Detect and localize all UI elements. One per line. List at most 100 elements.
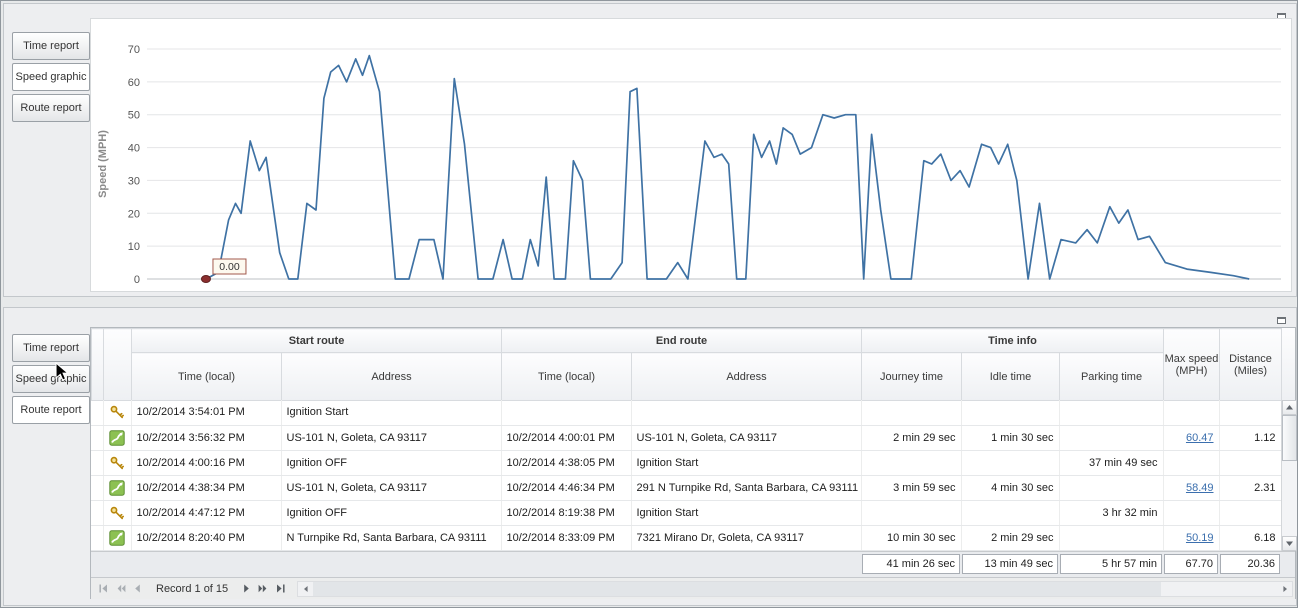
max-speed-cell: 50.19 — [1163, 525, 1220, 551]
max-speed-cell: 58.49 — [1163, 475, 1220, 501]
column-header-max-speed[interactable]: Max speed (MPH) — [1163, 328, 1221, 401]
end-address-cell: Ignition Start — [631, 500, 862, 526]
column-header-parking-time[interactable]: Parking time — [1058, 352, 1165, 401]
tab-speed-graphic-top[interactable]: Speed graphic — [12, 63, 90, 91]
table-body: 10/2/2014 3:54:01 PM Ignition Start 10/2/2… — [91, 400, 1295, 551]
tab-route-report-bottom[interactable]: Route report — [12, 396, 90, 424]
end-time-cell: 10/2/2014 4:38:05 PM — [501, 450, 632, 476]
nav-last-button[interactable] — [272, 581, 289, 597]
route-report-table: Start route End route Time info Max spee… — [90, 327, 1297, 599]
route-icon — [109, 529, 125, 546]
table-row[interactable]: 10/2/2014 4:38:34 PM US-101 N, Goleta, CA… — [91, 475, 1282, 501]
table-row[interactable]: 10/2/2014 8:20:40 PM N Turnpike Rd, Santa… — [91, 525, 1282, 551]
distance-cell: 6.18 — [1219, 525, 1282, 551]
row-indicator — [91, 400, 104, 426]
max-speed-cell: 60.47 — [1163, 425, 1220, 451]
max-speed-header-line2: (MPH) — [1175, 364, 1208, 377]
y-tick-label: 20 — [128, 208, 140, 220]
icon-column-header — [103, 328, 132, 401]
row-indicator — [91, 475, 104, 501]
distance-cell: 1.12 — [1219, 425, 1282, 451]
group-header-time-info[interactable]: Time info — [860, 328, 1165, 353]
tab-time-report-bottom[interactable]: Time report — [12, 334, 90, 362]
column-header-start-time[interactable]: Time (local) — [131, 352, 282, 401]
journey-time-cell — [861, 400, 962, 426]
start-address-cell: Ignition OFF — [281, 450, 502, 476]
parking-time-cell — [1059, 425, 1164, 451]
table-row[interactable]: 10/2/2014 4:00:16 PM Ignition OFF 10/2/201… — [91, 450, 1282, 476]
ignition-key-icon — [110, 406, 124, 419]
start-address-cell: US-101 N, Goleta, CA 93117 — [281, 475, 502, 501]
horizontal-scrollbar[interactable] — [297, 580, 1293, 597]
tab-speed-graphic-bottom[interactable]: Speed graphic — [12, 365, 90, 393]
y-tick-label: 0 — [134, 274, 140, 286]
vscroll-down-arrow[interactable] — [1282, 536, 1297, 551]
vertical-scrollbar[interactable] — [1281, 400, 1297, 551]
end-time-cell — [501, 400, 632, 426]
max-speed-link[interactable]: 58.49 — [1185, 481, 1214, 494]
column-header-end-address[interactable]: Address — [631, 352, 862, 401]
nav-prev-button[interactable] — [129, 581, 146, 597]
start-time-cell: 10/2/2014 4:47:12 PM — [131, 500, 282, 526]
speed-graphic-panel: Time report Speed graphic Route report 0… — [3, 3, 1297, 297]
nav-next-button[interactable] — [238, 581, 255, 597]
row-indicator — [91, 525, 104, 551]
record-counter: Record 1 of 15 — [156, 582, 229, 595]
start-address-cell: N Turnpike Rd, Santa Barbara, CA 93111 — [281, 525, 502, 551]
hscroll-left-arrow[interactable] — [298, 582, 313, 596]
nav-first-button[interactable] — [95, 581, 112, 597]
table-header: Start route End route Time info Max spee… — [91, 328, 1295, 401]
column-header-start-address[interactable]: Address — [281, 352, 502, 401]
summary-row: 41 min 26 sec 13 min 49 sec 5 hr 57 min … — [91, 551, 1295, 577]
record-navigator: Record 1 of 15 — [91, 577, 1295, 599]
table-row[interactable]: 10/2/2014 3:56:32 PM US-101 N, Goleta, CA… — [91, 425, 1282, 451]
journey-time-cell: 2 min 29 sec — [861, 425, 962, 451]
nav-next-page-button[interactable] — [255, 581, 272, 597]
vscroll-thumb[interactable] — [1282, 415, 1297, 461]
group-header-start-route[interactable]: Start route — [131, 328, 502, 353]
parking-time-cell — [1059, 400, 1164, 426]
journey-time-cell: 3 min 59 sec — [861, 475, 962, 501]
start-time-cell: 10/2/2014 4:38:34 PM — [131, 475, 282, 501]
route-icon — [109, 479, 125, 496]
start-address-cell: Ignition OFF — [281, 500, 502, 526]
table-row[interactable]: 10/2/2014 3:54:01 PM Ignition Start — [91, 400, 1282, 426]
journey-time-cell — [861, 500, 962, 526]
vscroll-up-arrow[interactable] — [1282, 400, 1297, 415]
table-row[interactable]: 10/2/2014 4:47:12 PM Ignition OFF 10/2/201… — [91, 500, 1282, 526]
ignition-key-icon — [110, 506, 124, 519]
distance-cell — [1219, 450, 1282, 476]
start-time-cell: 10/2/2014 4:00:16 PM — [131, 450, 282, 476]
idle-time-cell: 4 min 30 sec — [961, 475, 1060, 501]
hscroll-right-arrow[interactable] — [1277, 582, 1292, 596]
speed-chart-svg: 0 10 20 30 40 50 60 70 Speed (MPH) 0.00 — [97, 44, 1281, 286]
idle-time-cell — [961, 500, 1060, 526]
parking-time-cell — [1059, 525, 1164, 551]
journey-time-cell: 10 min 30 sec — [861, 525, 962, 551]
tab-time-report-top[interactable]: Time report — [12, 32, 90, 60]
start-time-cell: 10/2/2014 3:54:01 PM — [131, 400, 282, 426]
row-type-icon-cell — [103, 450, 132, 476]
distance-cell — [1219, 500, 1282, 526]
idle-time-cell — [961, 450, 1060, 476]
nav-prev-page-button[interactable] — [112, 581, 129, 597]
summary-max-speed: 67.70 — [1164, 554, 1218, 574]
summary-parking-time: 5 hr 57 min — [1060, 554, 1162, 574]
summary-spacer — [91, 552, 861, 576]
hscroll-thumb[interactable] — [313, 581, 1162, 596]
tab-route-report-top[interactable]: Route report — [12, 94, 90, 122]
column-header-end-time[interactable]: Time (local) — [501, 352, 632, 401]
distance-header-line2: (Miles) — [1234, 364, 1268, 377]
column-header-journey-time[interactable]: Journey time — [861, 352, 962, 401]
hscroll-track[interactable] — [313, 581, 1277, 596]
bottom-panel-collapse-button[interactable] — [1273, 313, 1289, 327]
y-tick-label: 50 — [128, 110, 140, 122]
column-header-distance[interactable]: Distance (Miles) — [1219, 328, 1283, 401]
column-header-idle-time[interactable]: Idle time — [961, 352, 1060, 401]
idle-time-cell: 1 min 30 sec — [961, 425, 1060, 451]
group-header-end-route[interactable]: End route — [501, 328, 862, 353]
max-speed-link[interactable]: 50.19 — [1185, 531, 1214, 544]
row-indicator — [91, 425, 104, 451]
max-speed-link[interactable]: 60.47 — [1185, 431, 1214, 444]
